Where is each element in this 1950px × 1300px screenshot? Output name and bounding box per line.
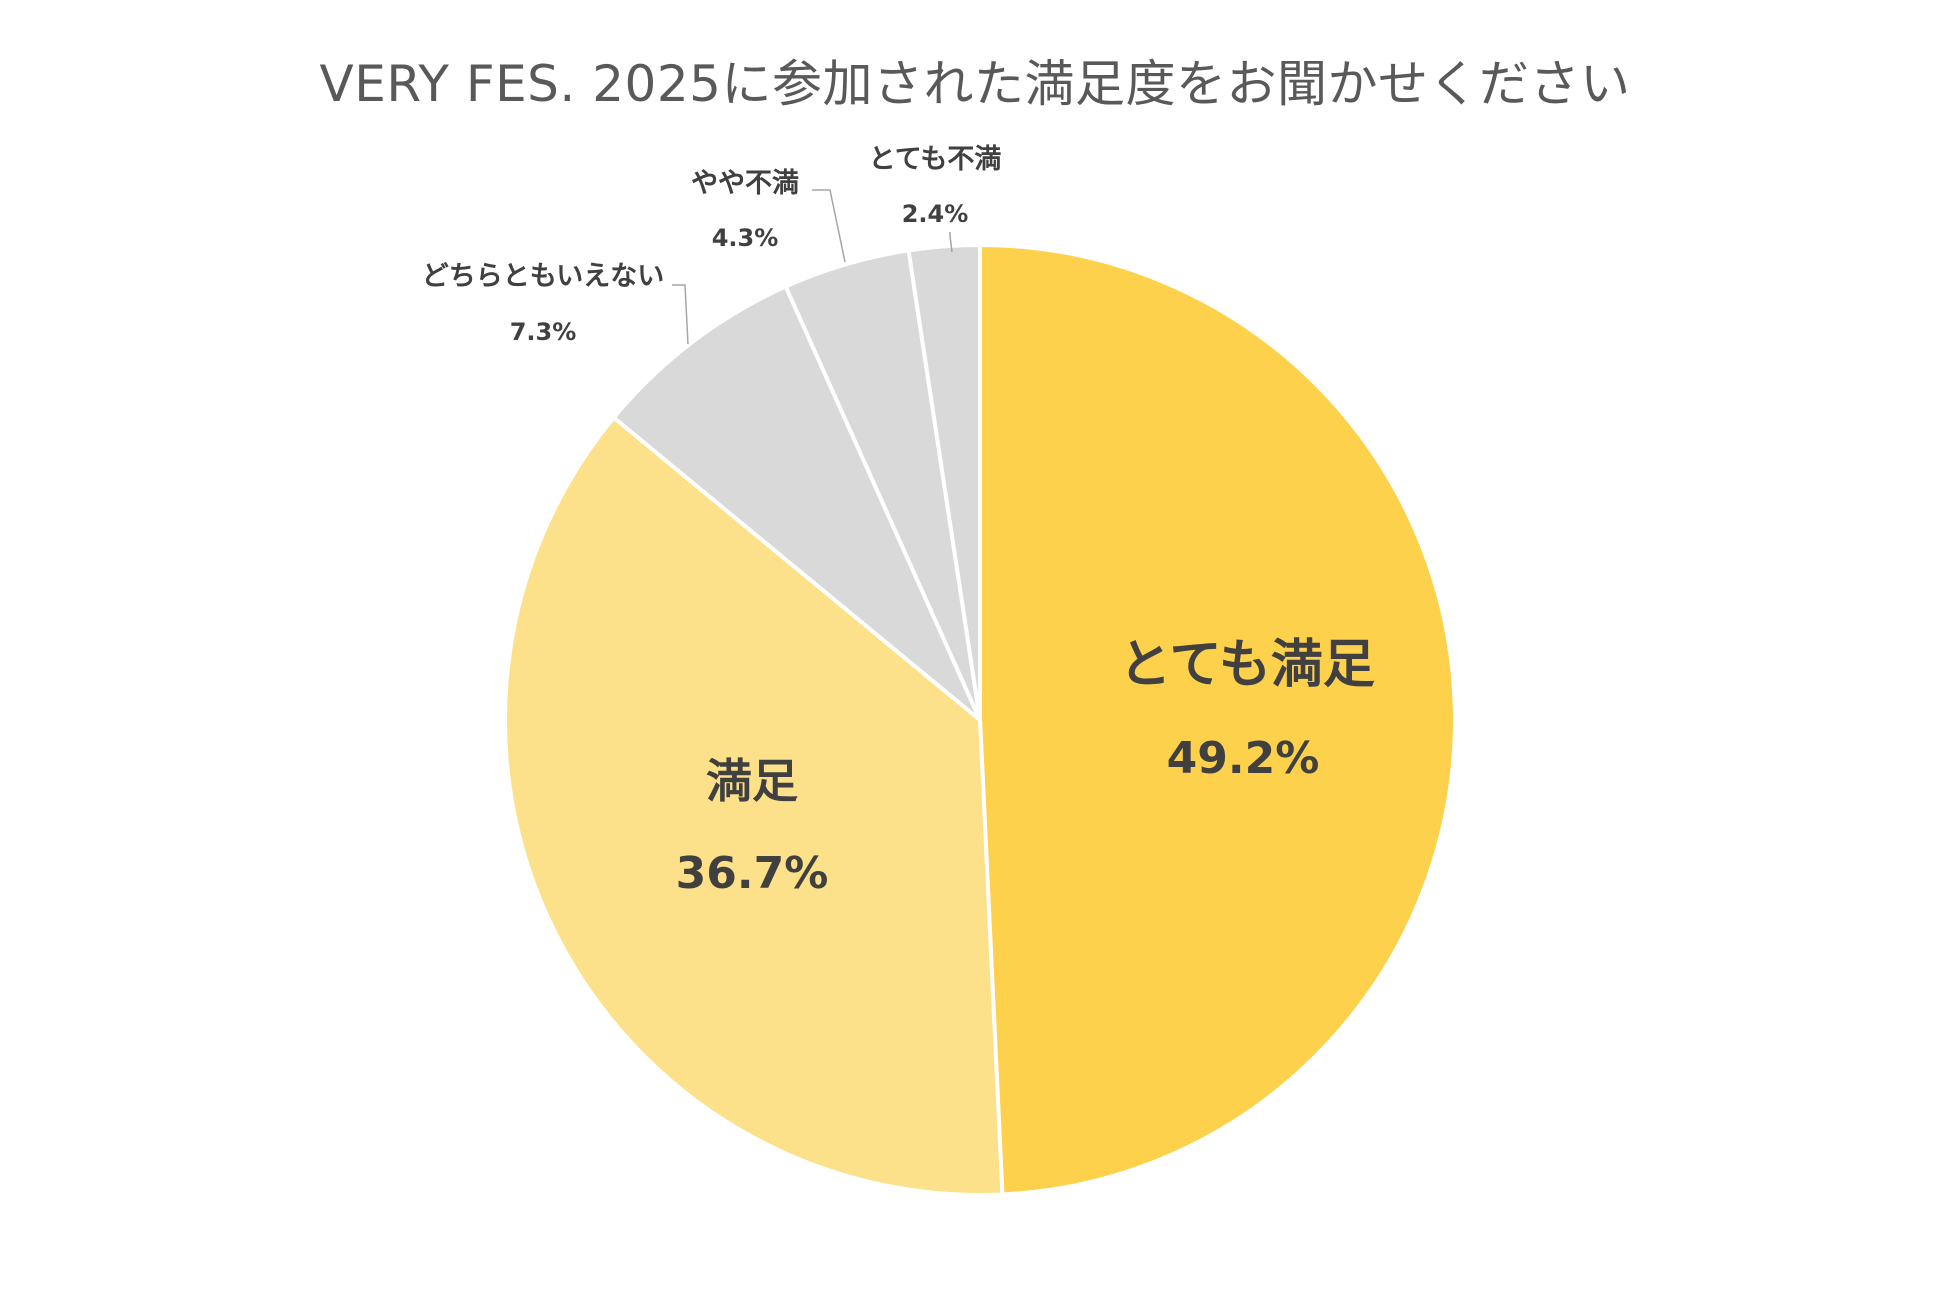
slice-5-leader-line [949,232,953,253]
slice-5-category-label: とても不満 [869,144,1002,175]
pie-slices [503,242,1457,1197]
leader-lines [672,189,953,345]
slice-3-category-label: どちらともいえない [422,261,664,292]
chart-title: VERY FES. 2025に参加された満足度をお聞かせください [319,55,1631,113]
slice-1-value-label: 49.2% [1167,733,1320,784]
slice-3-value-label: 7.3% [510,318,577,346]
slice-4-category-label: やや不満 [691,168,799,199]
slice-2-category-label: 満足 [706,754,798,808]
slice-2-value-label: 36.7% [676,848,829,899]
slice-3 [610,283,982,722]
slice-4-value-label: 4.3% [712,224,779,252]
slice-1 [978,242,1457,1197]
slice-labels: とても満足 49.2% 満足 36.7% どちらともいえない 7.3% やや不満 4.3% とて… [422,144,1375,899]
slice-1-category-label: とても満足 [1119,635,1375,695]
slice-5 [906,242,982,721]
slice-3-leader-line [672,284,689,345]
slice-4-leader-line [812,189,846,263]
slice-5-value-label: 2.4% [902,200,969,228]
slice-2 [503,414,1005,1197]
